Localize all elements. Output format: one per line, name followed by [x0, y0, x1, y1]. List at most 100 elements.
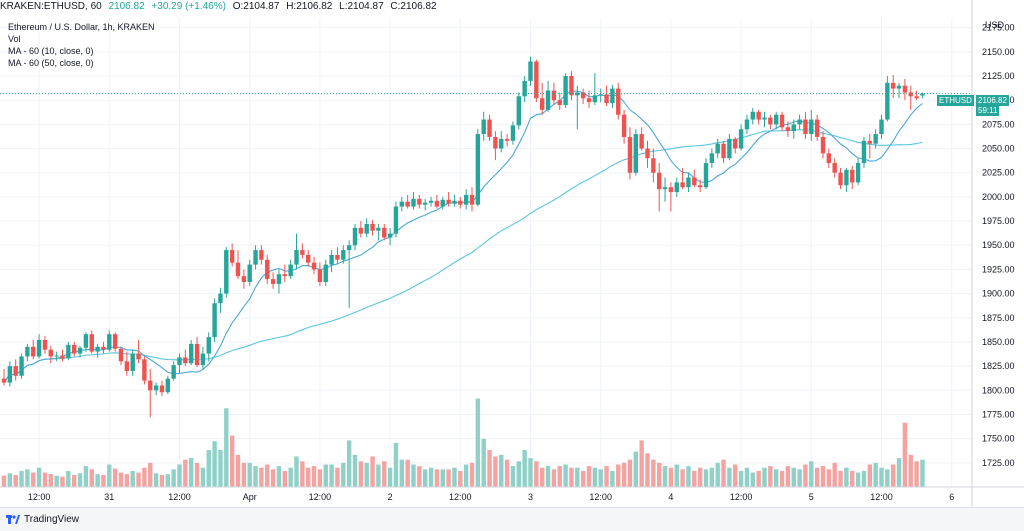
candle-body [329, 254, 334, 265]
price-tick-label: 2125.00 [982, 71, 1015, 81]
candle-body [463, 194, 469, 205]
time-tick-label: 2 [388, 492, 393, 502]
candle-body [364, 223, 369, 234]
volume-bar [475, 398, 481, 487]
volume-bar [697, 467, 703, 487]
candle-body [159, 385, 165, 393]
candle-body [417, 198, 422, 205]
volume-bar [598, 469, 603, 487]
candle-body [259, 250, 264, 260]
ma50-line [3, 129, 923, 383]
volume-bar [668, 467, 674, 487]
volume-bar [376, 464, 381, 487]
tradingview-brand[interactable]: TradingView [6, 513, 79, 525]
candle-body [13, 366, 18, 376]
candle-body [54, 355, 59, 357]
volume-bar [95, 474, 100, 487]
volume-bar [838, 470, 843, 487]
volume-bar [241, 462, 247, 487]
candle-body [206, 337, 211, 354]
candle-body [218, 293, 223, 304]
volume-bar [124, 474, 130, 487]
candle-body [662, 187, 668, 190]
candle-body [77, 347, 83, 354]
volume-bar [832, 462, 837, 487]
candle-body [762, 117, 767, 120]
candle-body [387, 233, 393, 238]
candle-body [610, 88, 615, 104]
countdown-badge: 59:11 [976, 106, 1000, 116]
price-tick-label: 1800.00 [982, 385, 1015, 395]
candle-body [855, 163, 861, 183]
price-tick-label: 2000.00 [982, 192, 1015, 202]
volume-bar [469, 462, 475, 487]
volume-bar [306, 467, 311, 487]
volume-bar [382, 461, 387, 487]
time-tick-label: 6 [949, 492, 954, 502]
price-tick-label: 1725.00 [982, 458, 1015, 468]
volume-bar [153, 473, 159, 487]
time-tick-label: 12:00 [28, 492, 51, 502]
volume-bar [83, 466, 89, 487]
volume-bar [300, 461, 305, 487]
volume-bar [387, 467, 393, 487]
candle-body [458, 200, 463, 205]
volume-bar [463, 464, 469, 487]
volume-bar [645, 453, 650, 487]
volume-bar [411, 464, 416, 487]
candle-body [879, 119, 884, 135]
candle-body [31, 346, 36, 357]
candle-body [774, 114, 779, 125]
candle-body [423, 202, 428, 205]
volume-bar [522, 450, 527, 487]
candle-body [19, 356, 24, 376]
volume-bar [323, 464, 328, 487]
candle-body [803, 119, 808, 135]
candle-body [891, 82, 896, 89]
candle-body [522, 80, 527, 97]
time-axis: 12:00 31 12:00 Apr 12:00 2 12:00 3 12:00 4 12:00 5 1… [0, 486, 1024, 502]
candle-body [294, 250, 299, 265]
volume-bar [896, 458, 902, 487]
candle-body [604, 94, 609, 104]
time-tick-label: 3 [528, 492, 533, 502]
volume-bar [77, 473, 83, 487]
volume-bar [7, 473, 13, 487]
volume-bar [633, 451, 638, 487]
candle-body [393, 206, 399, 234]
candle-body [95, 346, 100, 352]
volume-bar [820, 466, 826, 487]
last-price-badge: 2106.82 [976, 95, 1009, 106]
volume-bar [861, 470, 867, 487]
candle-body [72, 344, 77, 354]
price-tick-label: 2150.00 [982, 47, 1015, 57]
symbol-header: KRAKEN:ETHUSD, 60 2106.82 +30.29 (+1.46%… [0, 0, 1024, 14]
volume-bar [440, 469, 445, 487]
candle-body [440, 199, 445, 207]
candle-body [750, 111, 755, 120]
volume-bar [19, 470, 24, 487]
candle-body [265, 259, 270, 280]
grid-lines [0, 18, 972, 487]
volume-bar [346, 440, 352, 487]
candle-body [838, 172, 843, 186]
chart-title: Ethereum / U.S. Dollar, 1h, KRAKEN [8, 22, 155, 32]
candle-body [598, 94, 603, 96]
volume-bar [224, 408, 229, 487]
candle-body [487, 119, 492, 137]
candle-body [323, 264, 328, 282]
candlestick-chart[interactable]: 1725.00 1750.00 1775.00 1800.00 1825.00 1850.… [0, 0, 1024, 507]
volume-bar [229, 435, 235, 487]
time-tick-label: 12:00 [449, 492, 472, 502]
price-tick-label: 2025.00 [982, 168, 1015, 178]
volume-bar [165, 474, 170, 487]
volume-bar [627, 459, 633, 487]
volume-bar [148, 462, 153, 487]
candle-body [680, 182, 685, 188]
volume-bar [592, 467, 598, 487]
volume-bar [657, 462, 662, 487]
candle-body [797, 119, 802, 125]
price-tick-label: 2175.00 [982, 23, 1015, 33]
volume-bar [534, 461, 539, 487]
volume-bar [756, 470, 761, 487]
